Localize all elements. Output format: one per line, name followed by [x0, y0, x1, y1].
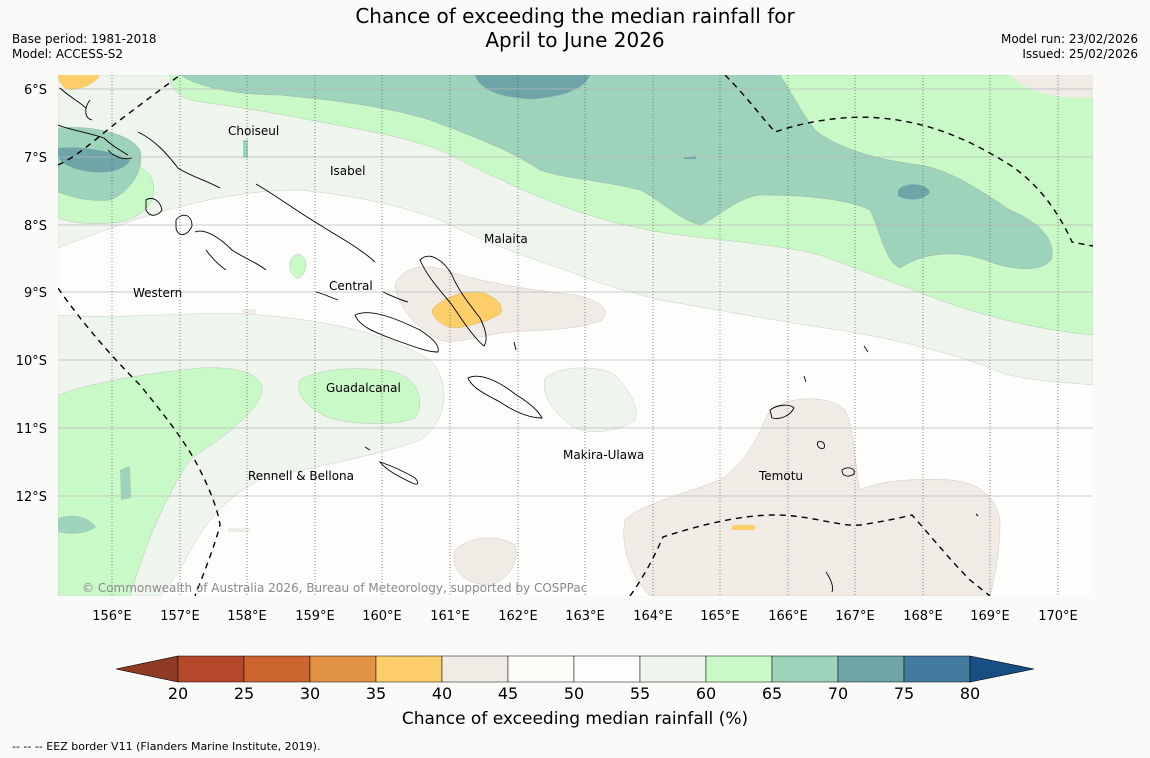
- eez-legend-note: -- -- -- EEZ border V11 (Flanders Marine…: [12, 740, 321, 753]
- contour-65-70-north: [179, 75, 1053, 269]
- colorbar-tick-label: 25: [234, 684, 254, 703]
- label-choiseul: Choiseul: [228, 124, 279, 138]
- colorbar-segment: [837, 655, 905, 683]
- model-info: Base period: 1981-2018 Model: ACCESS-S2: [12, 32, 157, 62]
- lon-label: 157°E: [160, 609, 200, 624]
- lon-label: 159°E: [295, 609, 335, 624]
- colorbar-tick-label: 55: [630, 684, 650, 703]
- label-makira-ulawa: Makira-Ulawa: [563, 448, 644, 462]
- lon-label: 163°E: [565, 609, 605, 624]
- lat-label: 6°S: [24, 83, 47, 98]
- label-guadalcanal: Guadalcanal: [326, 381, 401, 395]
- lon-label: 161°E: [430, 609, 470, 624]
- latitude-labels: 6°S 7°S 8°S 9°S 10°S 11°S 12°S: [16, 83, 47, 505]
- contour-35-40-south: [732, 525, 755, 530]
- colorbar-tick-label: 50: [564, 684, 584, 703]
- colorbar-tick-label: 40: [432, 684, 452, 703]
- eez-border: [58, 75, 1093, 596]
- colorbar-tick-label: 70: [828, 684, 848, 703]
- label-central: Central: [329, 279, 373, 293]
- lon-label: 156°E: [92, 609, 132, 624]
- contour-60-65-southwest: [58, 367, 263, 596]
- island-coastlines: [58, 87, 979, 593]
- contour-40-45-temotu: [623, 398, 1001, 596]
- colorbar-extend-low: [115, 655, 179, 683]
- colorbar-segment: [507, 655, 575, 683]
- lon-label: 170°E: [1038, 609, 1078, 624]
- model-run-date: Model run: 23/02/2026: [1000, 32, 1138, 46]
- contour-65-70-sw: [120, 466, 131, 500]
- colorbar-title: Chance of exceeding median rainfall (%): [401, 709, 749, 729]
- colorbar-segment: [573, 655, 641, 683]
- colorbar-segment: [771, 655, 839, 683]
- label-temotu: Temotu: [758, 469, 803, 483]
- colorbar-segment: [639, 655, 707, 683]
- run-info: Model run: 23/02/2026 Issued: 25/02/2026: [1001, 32, 1138, 62]
- colorbar-extend-high: [969, 655, 1035, 683]
- copyright-notice: © Commonwealth of Australia 2026, Bureau…: [82, 581, 587, 595]
- latitude-gridlines: [58, 88, 1093, 497]
- longitude-labels: 156°E 157°E 158°E 159°E 160°E 161°E 162°…: [92, 609, 1078, 624]
- contour-60-65-guadalcanal: [298, 368, 421, 424]
- contour-65-70-small: [243, 140, 248, 158]
- colorbar-tick-label: 60: [696, 684, 716, 703]
- colorbar-tick-label: 20: [168, 684, 188, 703]
- label-rennell-bellona: Rennell & Bellona: [248, 469, 354, 483]
- lon-label: 167°E: [835, 609, 875, 624]
- colorbar: 20 25 30 35 40 45 50 55 60 65 70 75 80: [115, 655, 1035, 703]
- model-name: Model: ACCESS-S2: [12, 47, 124, 61]
- contour-55-60-makira: [543, 367, 637, 432]
- base-period: Base period: 1981-2018: [12, 32, 157, 46]
- lon-label: 160°E: [362, 609, 402, 624]
- colorbar-tick-label: 80: [960, 684, 980, 703]
- label-western: Western: [133, 286, 182, 300]
- colorbar-segment: [177, 655, 245, 683]
- contour-40-45-ne: [1010, 75, 1093, 98]
- lon-label: 158°E: [227, 609, 267, 624]
- title-line-2: April to June 2026: [485, 28, 665, 52]
- colorbar-tick-label: 65: [762, 684, 782, 703]
- contour-40-45-small2: [228, 528, 250, 532]
- lat-label: 10°S: [16, 354, 47, 369]
- contour-60-65-small: [289, 254, 307, 279]
- colorbar-tick-label: 75: [894, 684, 914, 703]
- colorbar-segment: [705, 655, 773, 683]
- lon-label: 168°E: [903, 609, 943, 624]
- map-title: Chance of exceeding the median rainfall …: [0, 4, 1150, 52]
- colorbar-tick-label: 35: [366, 684, 386, 703]
- lat-label: 11°S: [16, 422, 47, 437]
- lon-label: 162°E: [498, 609, 538, 624]
- contour-35-40-nw: [58, 75, 100, 90]
- contour-35-40-malaita: [431, 291, 502, 329]
- colorbar-tick-label: 30: [300, 684, 320, 703]
- lon-label: 164°E: [633, 609, 673, 624]
- colorbar-segment: [309, 655, 377, 683]
- label-isabel: Isabel: [330, 164, 365, 178]
- colorbar-tick-label: 45: [498, 684, 518, 703]
- colorbar-segment: [375, 655, 443, 683]
- contour-40-45-south: [453, 537, 517, 586]
- lat-label: 8°S: [24, 219, 47, 234]
- colorbar-segment: [441, 655, 509, 683]
- map-area: Choiseul Isabel Malaita Western Central …: [58, 75, 1093, 596]
- lon-label: 169°E: [970, 609, 1010, 624]
- contour-70-75-north: [474, 75, 591, 100]
- lat-label: 12°S: [16, 490, 47, 505]
- colorbar-segment: [243, 655, 311, 683]
- issued-date: Issued: 25/02/2026: [1022, 47, 1138, 61]
- province-labels: Choiseul Isabel Malaita Western Central …: [133, 124, 803, 483]
- lat-label: 7°S: [24, 151, 47, 166]
- contour-70-75-east: [898, 184, 930, 200]
- lat-label: 9°S: [24, 286, 47, 301]
- colorbar-segment: [903, 655, 971, 683]
- label-malaita: Malaita: [484, 232, 528, 246]
- lon-label: 165°E: [700, 609, 740, 624]
- contour-65-70-sw2: [58, 515, 96, 534]
- title-line-1: Chance of exceeding the median rainfall …: [355, 4, 795, 28]
- contour-40-45-small: [242, 309, 256, 314]
- lon-label: 166°E: [768, 609, 808, 624]
